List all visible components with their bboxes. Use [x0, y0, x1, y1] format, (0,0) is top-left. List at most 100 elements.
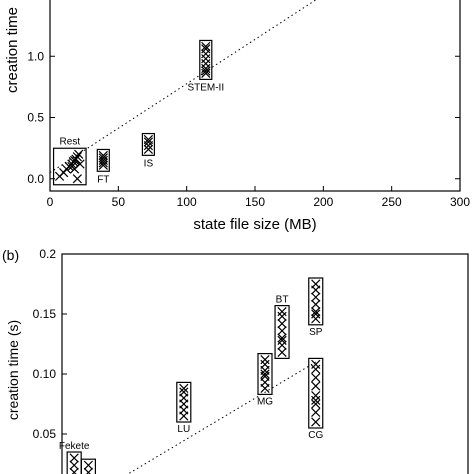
data-point-is-stroke-2: [143, 144, 154, 154]
data-point-sp: [311, 292, 321, 302]
data-point-cg: [311, 372, 321, 383]
data-point-cg-stroke-2: [311, 399, 321, 409]
data-point-sp: [311, 309, 321, 319]
data-point-bt: [277, 306, 287, 317]
group-box-fekete: [66, 451, 82, 474]
data-point-rest: [72, 152, 82, 162]
data-point-ft: [98, 150, 108, 161]
data-point-cg: [311, 359, 321, 370]
group-label-is: IS: [144, 158, 154, 169]
data-point-rest-stroke-2: [71, 154, 81, 164]
data-point-rest: [67, 161, 77, 172]
data-point-lu: [179, 387, 189, 397]
data-point-stem-ii: [201, 58, 211, 69]
panel-a-x-tick-label: 0: [47, 195, 54, 209]
data-point-bt: [277, 311, 287, 322]
panel-a-x-tick-label: 100: [177, 195, 197, 209]
data-point-sp-stroke-2: [311, 299, 321, 310]
data-point-rest-stroke-2: [72, 152, 82, 162]
data-point-mg-stroke-2: [260, 354, 270, 365]
data-point-cg-stroke-2: [311, 417, 321, 427]
data-point-group-1-stroke-2: [85, 467, 94, 474]
group-label-lu: LU: [177, 424, 190, 435]
group-box-is: [141, 132, 155, 156]
data-point-stem-ii-stroke-2: [201, 41, 211, 52]
data-point-is-stroke-2: [143, 137, 154, 147]
panel-a-x-tick-label: 200: [313, 195, 333, 209]
data-point-ft: [98, 153, 108, 163]
panel-b-label: (b): [2, 247, 19, 263]
data-point-is: [143, 134, 154, 145]
panel-a-frame: [49, 0, 461, 192]
panel-b-y-tick-label: 0.10: [33, 367, 57, 381]
group-box-stem-ii: [199, 39, 213, 81]
data-point-cg: [311, 364, 321, 374]
data-point-bt: [277, 333, 287, 343]
data-point-fekete-stroke-2: [69, 460, 79, 470]
data-point-fekete: [69, 453, 79, 463]
panel-b-y-tick-label: 0.15: [33, 307, 57, 321]
data-point-cg-stroke-2: [311, 407, 321, 418]
data-point-fekete: [69, 460, 79, 470]
data-point-group-1: [83, 460, 94, 470]
group-box-rest: [52, 147, 87, 186]
group-box-sp: [308, 277, 324, 326]
group-box-group-1: [80, 458, 96, 474]
panel-a-x-axis-label: state file size (MB): [193, 216, 316, 233]
data-point-stem-ii: [201, 54, 211, 64]
data-point-cg-stroke-2: [311, 395, 321, 406]
data-point-stem-ii: [201, 66, 211, 76]
panel-b-y-ticks: 0.05 0.10 0.15 0.2: [33, 247, 67, 441]
data-point-cg: [311, 395, 321, 406]
group-box-ft: [96, 148, 110, 172]
data-point-rest-stroke-2: [67, 161, 77, 172]
panel-a-groups: Rest FT IS STEM-II: [52, 39, 224, 186]
data-point-stem-ii: [201, 41, 211, 52]
data-point-stem-ii: [201, 49, 211, 59]
data-point-cg-stroke-2: [311, 372, 321, 383]
data-point-bt: [277, 347, 287, 358]
data-point-sp-stroke-2: [311, 309, 321, 319]
data-point-rest: [74, 149, 84, 159]
data-point-cg: [311, 407, 321, 418]
data-point-bt-stroke-2: [277, 347, 287, 358]
group-label-ft: FT: [97, 174, 109, 185]
group-box-cg: [308, 357, 324, 429]
data-point-bt: [277, 326, 287, 336]
panel-a-y-tick-label: 0.5: [27, 111, 44, 125]
data-point-fekete-stroke-2: [71, 467, 79, 474]
data-point-bt: [277, 340, 287, 350]
data-point-rest: [72, 174, 82, 184]
data-point-stem-ii-stroke-2: [201, 44, 211, 54]
panel-a-y-tick-label: 0.0: [27, 172, 44, 186]
group-box-bt: [274, 305, 290, 360]
data-point-is: [143, 144, 154, 154]
data-point-lu: [179, 383, 189, 394]
data-point-sp-stroke-2: [311, 292, 321, 302]
data-point-cg: [311, 390, 321, 401]
data-point-bt-stroke-2: [277, 333, 287, 343]
data-point-sp: [311, 306, 321, 317]
data-point-rest-stroke-2: [72, 174, 82, 184]
data-point-group-1-stroke-2: [83, 460, 94, 470]
panel-a-x-ticks: 0 50 100 150 200 250 300: [47, 186, 470, 209]
panel-b-y-tick-label: 0.2: [39, 247, 56, 261]
data-point-cg-stroke-2: [311, 381, 321, 391]
data-point-lu-stroke-2: [179, 387, 189, 397]
data-point-mg: [260, 359, 270, 370]
data-point-group-1: [83, 467, 94, 474]
panel-b-groups: Fekete LU MG BT SP CG: [59, 277, 324, 474]
data-point-cg: [311, 381, 321, 391]
panel-a-y-ticks: 0.0 0.5 1.0 1.5: [27, 0, 460, 186]
panel-a-x-tick-label: 300: [450, 195, 470, 209]
panel-a-y-tick-label: 1.5: [27, 0, 44, 2]
data-point-ft-stroke-2: [98, 150, 108, 161]
data-point-stem-ii: [201, 44, 211, 54]
panel-a: 0.0 0.5 1.0 1.5 0 50 100 150 200 250 300 Rest FT IS…: [4, 0, 470, 233]
group-label-mg: MG: [257, 396, 273, 407]
data-point-is-stroke-2: [143, 134, 154, 145]
data-point-bt-stroke-2: [277, 318, 287, 329]
panel-b-y-axis-label: creation time (s): [5, 320, 21, 420]
group-label-stem-ii: STEM-II: [187, 82, 224, 93]
data-point-cg: [311, 399, 321, 409]
